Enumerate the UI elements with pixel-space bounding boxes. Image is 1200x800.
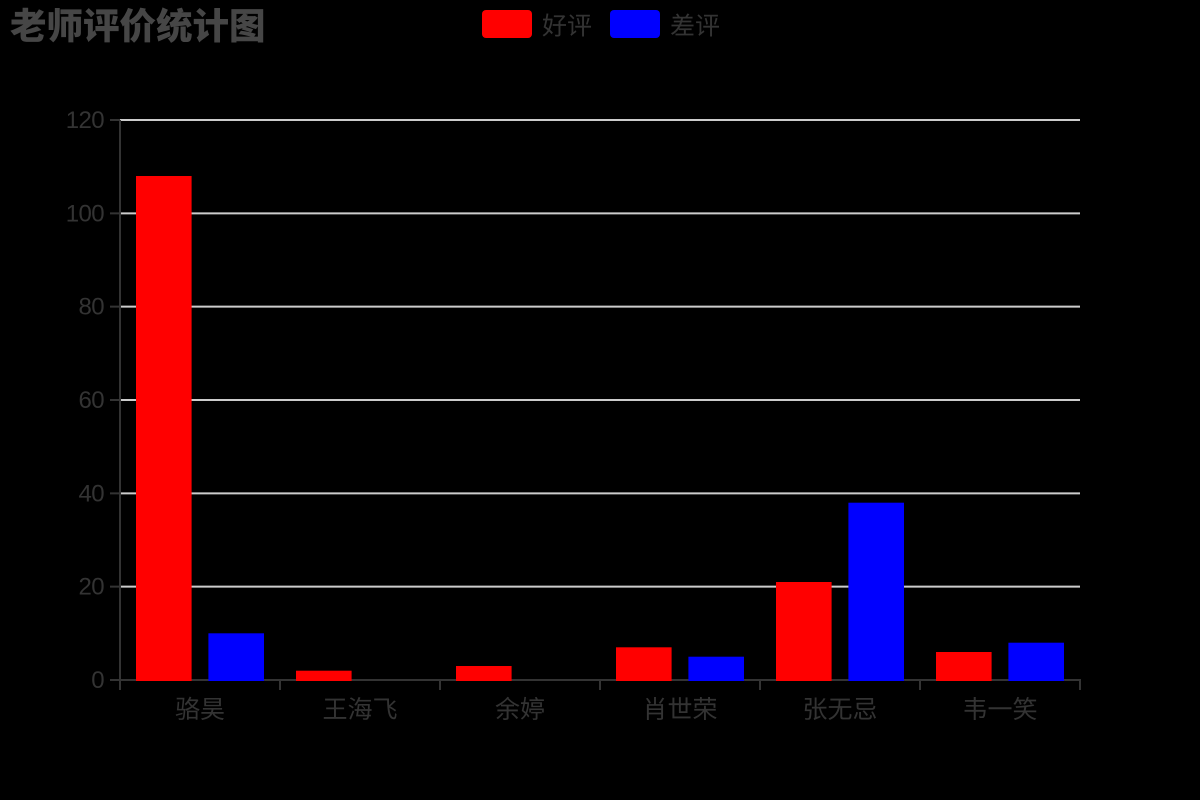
svg-text:40: 40 xyxy=(79,480,105,507)
svg-text:100: 100 xyxy=(66,200,104,227)
svg-text:80: 80 xyxy=(79,294,105,321)
svg-text:120: 120 xyxy=(66,107,104,134)
svg-text:0: 0 xyxy=(91,667,104,694)
svg-text:60: 60 xyxy=(79,387,105,414)
svg-text:20: 20 xyxy=(79,574,105,601)
